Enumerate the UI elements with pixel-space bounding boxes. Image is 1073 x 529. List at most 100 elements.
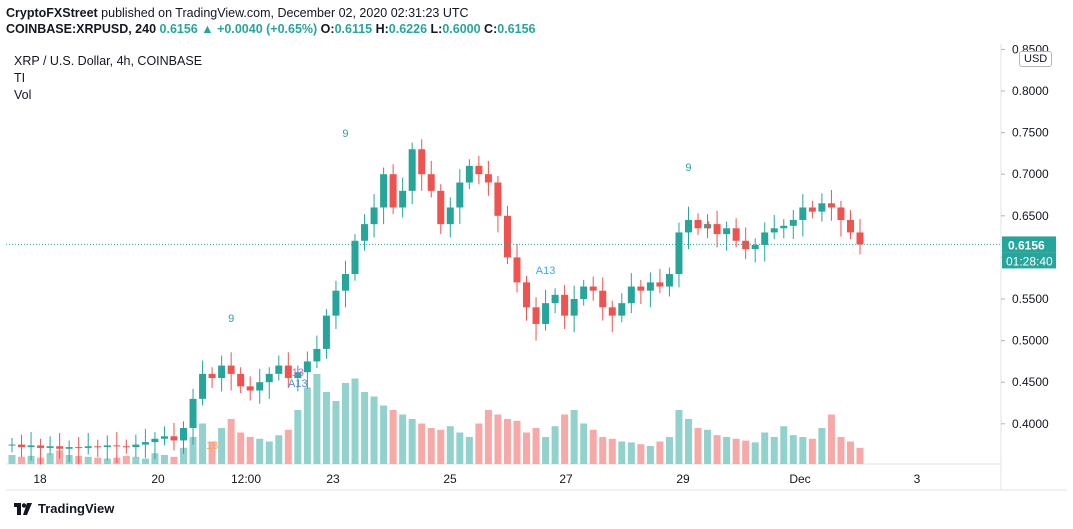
y-tick-label: 0.6500 bbox=[1012, 209, 1049, 223]
open-value: 0.6115 bbox=[334, 22, 373, 36]
volume-bar bbox=[770, 437, 778, 464]
candle-body bbox=[523, 282, 531, 308]
current-price-tag bbox=[1002, 236, 1056, 253]
volume-bar bbox=[523, 432, 531, 464]
candle-body bbox=[704, 224, 712, 229]
volume-bar bbox=[18, 456, 26, 464]
td-annotation: 9 bbox=[342, 128, 348, 140]
volume-bar bbox=[275, 435, 283, 464]
candle-body bbox=[170, 436, 178, 441]
candle-body bbox=[189, 398, 197, 428]
candle-body bbox=[799, 207, 807, 220]
low-value: 0.6000 bbox=[442, 22, 481, 36]
candle-body bbox=[18, 444, 26, 448]
volume-bar bbox=[132, 456, 140, 464]
candle-body bbox=[465, 165, 473, 183]
symbol-label: COINBASE:XRPUSD, 240 bbox=[6, 22, 157, 36]
candle-body bbox=[608, 307, 616, 316]
high-label: H: bbox=[375, 22, 389, 36]
candle-body bbox=[399, 190, 407, 208]
volume-bar bbox=[246, 437, 254, 464]
candle-body bbox=[408, 149, 416, 191]
volume-bar bbox=[684, 419, 692, 464]
candle-body bbox=[103, 445, 111, 448]
volume-bar bbox=[494, 414, 502, 464]
y-tick-label: 0.4000 bbox=[1012, 417, 1049, 431]
candle-body bbox=[227, 365, 235, 374]
candle-body bbox=[684, 219, 692, 233]
candle-body bbox=[789, 219, 797, 226]
volume-bar bbox=[646, 446, 654, 464]
tradingview-logo[interactable]: TradingView bbox=[14, 501, 114, 516]
candle-body bbox=[151, 438, 159, 443]
volume-bar bbox=[570, 410, 578, 464]
volume-bar bbox=[370, 396, 378, 464]
candle-body bbox=[732, 228, 740, 241]
candle-body bbox=[380, 174, 388, 208]
candle-body bbox=[599, 290, 607, 308]
volume-bar bbox=[818, 428, 826, 464]
high-value: 0.6226 bbox=[388, 22, 428, 36]
candle-body bbox=[580, 286, 588, 299]
author-name[interactable]: CryptoFXStreet bbox=[6, 6, 98, 20]
volume-bar bbox=[561, 414, 569, 464]
chart-legend: XRP / U.S. Dollar, 4h, COINBASE TI Vol bbox=[14, 53, 202, 104]
candle-body bbox=[665, 274, 673, 287]
td-annotation: 13 bbox=[206, 440, 218, 452]
volume-bar bbox=[637, 444, 645, 464]
volume-bar bbox=[418, 423, 426, 464]
volume-bar bbox=[265, 441, 273, 464]
volume-bar bbox=[332, 401, 340, 464]
last-price: 0.6156 bbox=[159, 22, 198, 36]
volume-bar bbox=[542, 437, 550, 464]
legend-indicator-ti[interactable]: TI bbox=[14, 71, 26, 85]
candle-body bbox=[503, 215, 511, 258]
volume-bar bbox=[456, 432, 464, 464]
legend-indicator-vol[interactable]: Vol bbox=[14, 88, 32, 102]
x-tick-label: 25 bbox=[443, 472, 457, 486]
td-annotation: A13 bbox=[288, 378, 308, 390]
td-annotation: A13 bbox=[536, 265, 556, 277]
candle-body bbox=[742, 240, 750, 250]
volume-bar bbox=[618, 441, 626, 464]
volume-bar bbox=[665, 437, 673, 464]
volume-bar bbox=[475, 423, 483, 464]
candle-body bbox=[551, 294, 559, 304]
volume-bar bbox=[484, 410, 492, 464]
candle-body bbox=[370, 207, 378, 225]
candle-body bbox=[313, 348, 321, 362]
volume-bar bbox=[399, 414, 407, 464]
volume-bar bbox=[627, 442, 635, 464]
x-tick-label: 3 bbox=[914, 472, 921, 486]
volume-bar bbox=[341, 383, 349, 464]
volume-bar bbox=[608, 438, 616, 464]
td-annotation: 9 bbox=[685, 162, 691, 174]
volume-bar bbox=[694, 428, 702, 464]
candle-body bbox=[589, 286, 597, 291]
volume-bar bbox=[732, 438, 740, 464]
candle-body bbox=[284, 365, 292, 379]
volume-bar bbox=[599, 437, 607, 464]
volume-bar bbox=[589, 429, 597, 464]
volume-bar bbox=[180, 447, 188, 464]
volume-bar bbox=[532, 428, 540, 464]
close-label: C: bbox=[484, 22, 498, 36]
candle-body bbox=[246, 386, 254, 391]
candle-body bbox=[837, 207, 845, 220]
currency-button[interactable]: USD bbox=[1019, 51, 1053, 67]
open-label: O: bbox=[320, 22, 335, 36]
candle-body bbox=[199, 373, 207, 399]
volume-bar bbox=[808, 438, 816, 464]
candle-body bbox=[122, 446, 130, 448]
y-tick-label: 0.5000 bbox=[1012, 334, 1049, 348]
volume-bar bbox=[713, 435, 721, 464]
volume-bar bbox=[837, 437, 845, 464]
candle-body bbox=[180, 427, 188, 441]
candle-body bbox=[808, 207, 816, 212]
candle-body bbox=[84, 446, 92, 448]
volume-bar bbox=[675, 410, 683, 464]
volume-bar bbox=[389, 410, 397, 464]
volume-bar bbox=[380, 405, 388, 464]
candle-body bbox=[570, 299, 578, 316]
